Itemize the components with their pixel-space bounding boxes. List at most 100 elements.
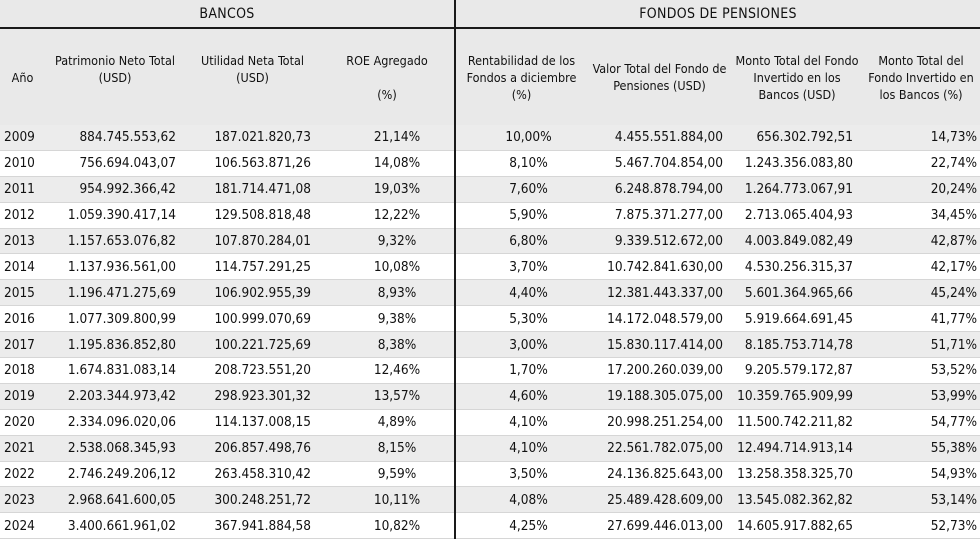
cell-utilidad: 181.714.471,08 xyxy=(185,176,320,203)
cell-year: 2014 xyxy=(0,253,45,281)
column-header-roe-label: ROE Agregado xyxy=(346,52,428,68)
cell-utilidad: 298.923.301,32 xyxy=(185,383,320,410)
group-header-row: BANCOS FONDOS DE PENSIONES xyxy=(0,0,980,29)
cell-utilidad: 187.021.820,73 xyxy=(185,125,320,151)
cell-monto-pct: 22,74% xyxy=(862,150,980,177)
group-header-bancos: BANCOS xyxy=(0,0,455,29)
cell-valor-total: 27.699.446.013,00 xyxy=(587,512,732,540)
cell-rentabilidad: 8,10% xyxy=(454,150,587,177)
cell-monto-pct: 20,24% xyxy=(862,176,980,203)
cell-year: 2020 xyxy=(0,409,45,436)
cell-patrimonio: 3.400.661.961,02 xyxy=(45,512,185,540)
cell-year: 2016 xyxy=(0,305,45,333)
cell-roe: 10,08% xyxy=(320,253,455,281)
cell-monto-usd: 5.919.664.691,45 xyxy=(732,305,862,333)
column-header-monto-pct: Monto Total del Fondo Invertido en los B… xyxy=(862,28,980,125)
cell-monto-usd: 13.545.082.362,82 xyxy=(732,486,862,514)
column-header-monto-usd: Monto Total del Fondo Invertido en los B… xyxy=(732,28,862,125)
cell-valor-total: 14.172.048.579,00 xyxy=(587,305,732,333)
column-header-row: Año Patrimonio Neto Total (USD) Utilidad… xyxy=(0,28,980,125)
table-row: 2014 1.137.936.561,00 114.757.291,25 10,08%… xyxy=(0,253,980,281)
column-header-patrimonio: Patrimonio Neto Total (USD) xyxy=(45,28,185,125)
cell-utilidad: 106.563.871,26 xyxy=(185,150,320,177)
cell-valor-total: 19.188.305.075,00 xyxy=(587,383,732,410)
cell-year: 2015 xyxy=(0,279,45,307)
cell-utilidad: 263.458.310,42 xyxy=(185,461,320,488)
cell-roe: 9,38% xyxy=(320,305,455,333)
cell-valor-total: 10.742.841.630,00 xyxy=(587,253,732,281)
cell-monto-pct: 52,73% xyxy=(862,512,980,540)
cell-roe: 8,15% xyxy=(320,435,455,462)
cell-patrimonio: 1.059.390.417,14 xyxy=(45,202,185,229)
column-header-year: Año xyxy=(0,28,45,125)
cell-monto-usd: 656.302.792,51 xyxy=(732,125,862,151)
cell-year: 2009 xyxy=(0,125,45,151)
cell-roe: 13,57% xyxy=(320,383,455,410)
cell-rentabilidad: 4,25% xyxy=(454,512,587,540)
table-row: 2015 1.196.471.275,69 106.902.955,39 8,93% 4… xyxy=(0,279,980,307)
table-row: 2013 1.157.653.076,82 107.870.284,01 9,32% 6… xyxy=(0,228,980,255)
cell-monto-usd: 8.185.753.714,78 xyxy=(732,331,862,359)
cell-valor-total: 20.998.251.254,00 xyxy=(587,409,732,436)
cell-year: 2022 xyxy=(0,461,45,488)
column-header-valor-total: Valor Total del Fondo de Pensiones (USD) xyxy=(587,28,732,125)
cell-monto-usd: 14.605.917.882,65 xyxy=(732,512,862,540)
cell-roe: 10,82% xyxy=(320,512,455,540)
cell-monto-usd: 13.258.358.325,70 xyxy=(732,461,862,488)
cell-rentabilidad: 4,08% xyxy=(454,486,587,514)
cell-valor-total: 24.136.825.643,00 xyxy=(587,461,732,488)
cell-valor-total: 15.830.117.414,00 xyxy=(587,331,732,359)
cell-year: 2013 xyxy=(0,228,45,255)
cell-rentabilidad: 6,80% xyxy=(454,228,587,255)
cell-valor-total: 9.339.512.672,00 xyxy=(587,228,732,255)
cell-monto-usd: 2.713.065.404,93 xyxy=(732,202,862,229)
table-row: 2019 2.203.344.973,42 298.923.301,32 13,57%… xyxy=(0,383,980,410)
cell-valor-total: 4.455.551.884,00 xyxy=(587,125,732,151)
cell-monto-pct: 53,14% xyxy=(862,486,980,514)
column-header-utilidad-label: Utilidad Neta Total (USD) xyxy=(200,52,304,85)
cell-utilidad: 208.723.551,20 xyxy=(185,357,320,384)
cell-patrimonio: 1.137.936.561,00 xyxy=(45,253,185,281)
cell-utilidad: 129.508.818,48 xyxy=(185,202,320,229)
cell-valor-total: 6.248.878.794,00 xyxy=(587,176,732,203)
cell-valor-total: 12.381.443.337,00 xyxy=(587,279,732,307)
cell-patrimonio: 2.203.344.973,42 xyxy=(45,383,185,410)
table-row: 2018 1.674.831.083,14 208.723.551,20 12,46%… xyxy=(0,357,980,384)
cell-monto-usd: 1.264.773.067,91 xyxy=(732,176,862,203)
column-header-rentabilidad: Rentabilidad de los Fondos a diciembre (… xyxy=(454,28,587,125)
cell-rentabilidad: 4,40% xyxy=(454,279,587,307)
cell-patrimonio: 756.694.043,07 xyxy=(45,150,185,177)
cell-valor-total: 17.200.260.039,00 xyxy=(587,357,732,384)
cell-roe: 10,11% xyxy=(320,486,455,514)
cell-rentabilidad: 10,00% xyxy=(454,125,587,151)
cell-valor-total: 7.875.371.277,00 xyxy=(587,202,732,229)
cell-monto-pct: 54,93% xyxy=(862,461,980,488)
table-row: 2020 2.334.096.020,06 114.137.008,15 4,89% 4… xyxy=(0,409,980,436)
table-row: 2024 3.400.661.961,02 367.941.884,58 10,82%… xyxy=(0,512,980,540)
cell-patrimonio: 884.745.553,62 xyxy=(45,125,185,151)
cell-monto-usd: 10.359.765.909,99 xyxy=(732,383,862,410)
table-row: 2011 954.992.366,42 181.714.471,08 19,03% 7,… xyxy=(0,176,980,203)
column-header-roe-unit: (%) xyxy=(377,86,397,102)
cell-rentabilidad: 4,60% xyxy=(454,383,587,410)
column-header-roe: ROE Agregado (%) xyxy=(320,28,455,125)
table-row: 2016 1.077.309.800,99 100.999.070,69 9,38% 5… xyxy=(0,305,980,333)
table-row: 2012 1.059.390.417,14 129.508.818,48 12,22%… xyxy=(0,202,980,229)
cell-utilidad: 114.757.291,25 xyxy=(185,253,320,281)
cell-roe: 19,03% xyxy=(320,176,455,203)
cell-roe: 9,59% xyxy=(320,461,455,488)
cell-rentabilidad: 7,60% xyxy=(454,176,587,203)
cell-year: 2021 xyxy=(0,435,45,462)
cell-valor-total: 22.561.782.075,00 xyxy=(587,435,732,462)
cell-rentabilidad: 5,90% xyxy=(454,202,587,229)
group-header-fondos: FONDOS DE PENSIONES xyxy=(453,0,980,29)
cell-roe: 12,22% xyxy=(320,202,455,229)
table-row: 2017 1.195.836.852,80 100.221.725,69 8,38% 3… xyxy=(0,331,980,359)
table-row: 2010 756.694.043,07 106.563.871,26 14,08% 8,… xyxy=(0,150,980,177)
cell-roe: 21,14% xyxy=(320,125,455,151)
table-row: 2009 884.745.553,62 187.021.820,73 21,14% 10… xyxy=(0,125,980,151)
column-header-utilidad: Utilidad Neta Total (USD) xyxy=(185,28,320,125)
cell-monto-usd: 11.500.742.211,82 xyxy=(732,409,862,436)
cell-year: 2024 xyxy=(0,512,45,540)
cell-monto-usd: 12.494.714.913,14 xyxy=(732,435,862,462)
